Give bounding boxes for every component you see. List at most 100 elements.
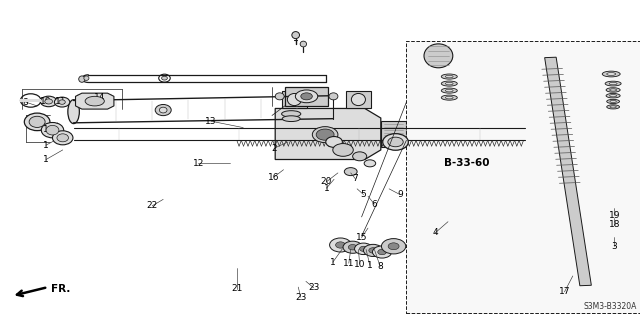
Ellipse shape [330,238,351,252]
Ellipse shape [300,41,307,47]
Ellipse shape [24,113,50,131]
Ellipse shape [29,116,45,128]
Ellipse shape [68,100,79,124]
Ellipse shape [292,32,300,39]
Text: 14: 14 [93,93,105,102]
Ellipse shape [381,239,406,254]
Polygon shape [545,57,591,286]
Text: 23: 23 [295,293,307,302]
Ellipse shape [46,125,59,135]
Text: 13: 13 [205,117,217,126]
Text: 1: 1 [367,261,372,270]
Ellipse shape [333,144,353,156]
Text: 22: 22 [147,201,158,210]
Text: 2: 2 [271,144,276,153]
Ellipse shape [355,243,372,255]
Ellipse shape [607,105,620,109]
Text: FR.: FR. [51,284,70,294]
Ellipse shape [159,107,167,113]
Text: 1: 1 [44,141,49,150]
Ellipse shape [41,122,64,138]
Ellipse shape [442,81,457,86]
Ellipse shape [275,93,284,100]
Text: 17: 17 [559,287,570,296]
Text: 7: 7 [353,174,358,183]
Ellipse shape [344,167,357,175]
Ellipse shape [606,88,620,92]
Ellipse shape [424,44,453,68]
Text: B-33-60: B-33-60 [444,158,490,168]
Text: 10: 10 [40,97,52,106]
Text: 1: 1 [324,184,329,193]
Ellipse shape [369,248,378,253]
Ellipse shape [84,76,89,80]
Ellipse shape [316,129,334,140]
Ellipse shape [442,88,457,93]
Ellipse shape [296,90,317,103]
Text: S3M3-B3320A: S3M3-B3320A [584,302,637,311]
Text: 4: 4 [433,228,438,237]
Text: 8: 8 [378,262,383,271]
Ellipse shape [607,100,620,103]
Ellipse shape [605,81,621,86]
Bar [285,87,328,106]
Ellipse shape [610,94,617,97]
Ellipse shape [326,137,342,147]
Ellipse shape [388,137,403,147]
Ellipse shape [85,96,104,106]
Ellipse shape [602,71,620,77]
Text: 18: 18 [609,220,620,229]
Ellipse shape [610,89,617,91]
Ellipse shape [343,241,362,253]
Ellipse shape [364,160,376,167]
Text: 9: 9 [397,190,403,199]
Ellipse shape [606,93,620,98]
Ellipse shape [57,134,68,142]
Ellipse shape [282,111,301,117]
Text: 1: 1 [330,258,335,267]
Bar [406,41,640,313]
Text: 1: 1 [44,125,49,134]
Ellipse shape [607,73,616,75]
Ellipse shape [54,97,70,107]
Text: 20: 20 [321,177,332,186]
Text: 1: 1 [44,155,49,164]
Ellipse shape [162,76,168,80]
Ellipse shape [287,93,301,106]
Ellipse shape [372,246,392,258]
Ellipse shape [378,249,387,255]
Text: 23: 23 [308,283,319,292]
Ellipse shape [353,152,367,161]
Ellipse shape [79,76,85,82]
Ellipse shape [348,244,357,250]
Ellipse shape [445,96,453,99]
Ellipse shape [388,243,399,250]
Text: 19: 19 [609,211,620,220]
Ellipse shape [59,100,65,104]
Text: 10: 10 [354,260,365,269]
Bar [20,99,41,102]
Ellipse shape [312,127,338,143]
Ellipse shape [610,106,616,108]
Text: 3: 3 [612,242,617,251]
Ellipse shape [360,246,367,251]
Ellipse shape [442,95,457,100]
Ellipse shape [40,96,57,107]
Ellipse shape [383,134,408,150]
Ellipse shape [155,104,172,116]
Text: 8: 8 [23,98,28,107]
Ellipse shape [45,99,52,104]
Ellipse shape [610,100,616,102]
Ellipse shape [609,82,617,85]
Ellipse shape [351,93,365,106]
Ellipse shape [445,82,453,85]
Ellipse shape [364,244,383,256]
Polygon shape [275,108,381,160]
Text: 6: 6 [372,200,377,209]
Text: 11: 11 [55,97,67,106]
Ellipse shape [52,131,73,145]
Polygon shape [76,93,114,109]
Ellipse shape [282,116,300,122]
Ellipse shape [329,93,338,100]
Text: 21: 21 [231,284,243,293]
